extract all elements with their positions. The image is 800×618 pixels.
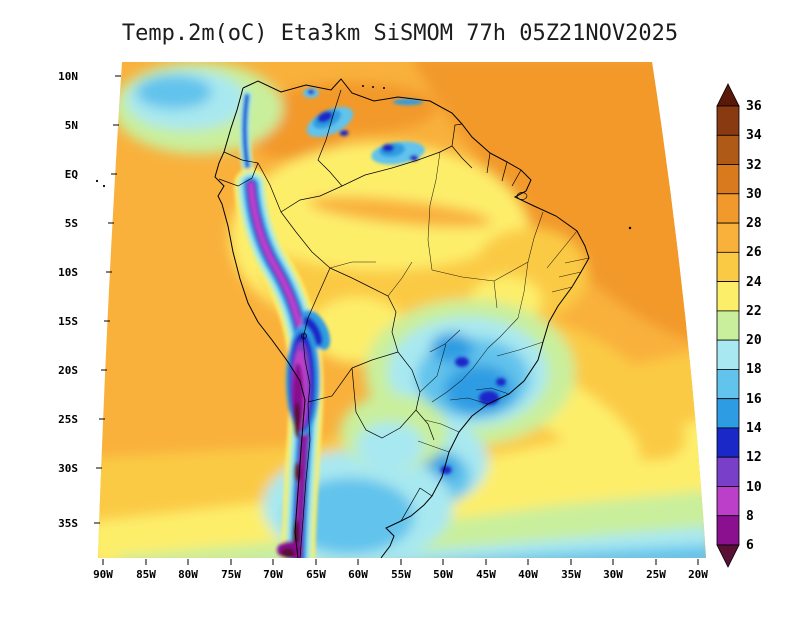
island-dot xyxy=(372,86,374,88)
temp-blob xyxy=(286,478,414,554)
colorbar-tick-label: 10 xyxy=(746,480,762,495)
colorbar-tick-label: 20 xyxy=(746,333,762,348)
lat-label: 5S xyxy=(65,217,78,230)
south-blue-band xyxy=(360,545,706,558)
lon-label: 70W xyxy=(263,568,283,581)
colorbar-tick-label: 30 xyxy=(746,187,762,202)
temp-blob xyxy=(496,378,506,386)
state-borders xyxy=(329,151,590,453)
lon-label: 90W xyxy=(93,568,113,581)
temp-blob xyxy=(250,174,514,270)
colorbar-cell xyxy=(716,398,740,429)
lat-label: 30S xyxy=(58,462,78,475)
country-borders xyxy=(218,89,522,559)
coldest-core xyxy=(294,462,300,482)
temp-blob xyxy=(431,333,473,363)
lat-label: 15S xyxy=(58,315,78,328)
colorbar-cell xyxy=(716,515,740,546)
island-dot xyxy=(362,85,364,87)
colorbar-arrow-top xyxy=(716,83,740,107)
lon-label: 25W xyxy=(646,568,666,581)
colorbar-cell xyxy=(716,251,740,283)
colorbar-tick-label: 8 xyxy=(746,509,754,524)
temp-blob xyxy=(444,365,514,415)
colorbar-cell xyxy=(716,486,740,517)
colorbar-tick-label: 12 xyxy=(746,450,762,465)
colorbar-cell xyxy=(716,105,740,136)
warm-atlantic-blob xyxy=(410,62,706,345)
temp-blob xyxy=(307,89,315,95)
temp-blob xyxy=(382,144,394,152)
coastal-range xyxy=(393,99,423,105)
colorbar-tick-label: 24 xyxy=(746,275,762,290)
lat-label: 10S xyxy=(58,266,78,279)
lat-label: 5N xyxy=(65,119,78,132)
lon-label: 75W xyxy=(221,568,241,581)
colorbar-tick-label: 28 xyxy=(746,216,762,231)
temp-blob xyxy=(409,155,419,161)
colorbar-cell xyxy=(716,368,740,400)
temperature-field xyxy=(98,62,706,558)
coldest-core xyxy=(293,402,301,438)
chart-title: Temp.2m(oC) Eta3km SiSMOM 77h 05Z21NOV20… xyxy=(122,21,678,46)
lon-label: 20W xyxy=(688,568,708,581)
colorbar-cell xyxy=(716,310,740,341)
colorbar-tick-label: 6 xyxy=(746,538,754,553)
coldest-core xyxy=(281,548,295,558)
colorbar-cell xyxy=(716,427,740,458)
colorbar-tick-label: 36 xyxy=(746,99,762,114)
lon-label: 65W xyxy=(306,568,326,581)
lat-label: EQ xyxy=(65,168,79,181)
island-dot xyxy=(628,226,632,230)
lon-label: 35W xyxy=(561,568,581,581)
temp-blob xyxy=(455,357,469,367)
colorbar-tick-label: 16 xyxy=(746,392,762,407)
lon-label: 85W xyxy=(136,568,156,581)
temp-blob xyxy=(440,466,452,474)
lon-label: 30W xyxy=(603,568,623,581)
island-dot xyxy=(95,179,99,183)
colorbar-tick-label: 34 xyxy=(746,128,762,143)
temp-blob xyxy=(339,130,349,136)
lat-label: 10N xyxy=(58,70,78,83)
colorbar-tick-label: 32 xyxy=(746,158,762,173)
river-warm-streak xyxy=(308,196,492,228)
lon-label: 40W xyxy=(518,568,538,581)
island-dot xyxy=(383,87,385,89)
lat-axis: 10N 5N EQ 5S 10S 15S 20S 25S 30S 35S xyxy=(58,70,121,530)
temp-blob xyxy=(317,111,333,123)
temp-blob xyxy=(356,422,424,470)
colorbar-cell xyxy=(716,134,740,166)
colorbar-tick-label: 18 xyxy=(746,362,762,377)
lat-label: 25S xyxy=(58,413,78,426)
lon-label: 45W xyxy=(476,568,496,581)
lat-label: 20S xyxy=(58,364,78,377)
colorbar-tick-label: 26 xyxy=(746,245,762,260)
temp-blob xyxy=(303,316,323,346)
colorbar: 36 34 32 30 28 26 24 22 20 18 16 14 12 1… xyxy=(716,83,762,568)
colorbar-cell xyxy=(716,193,740,224)
colorbar-tick-label: 22 xyxy=(746,304,762,319)
lon-label: 50W xyxy=(433,568,453,581)
colorbar-cell xyxy=(716,164,740,195)
lon-label: 80W xyxy=(178,568,198,581)
marajo-island xyxy=(516,192,528,200)
lon-label: 60W xyxy=(348,568,368,581)
island-dots xyxy=(95,85,632,339)
lat-label: 35S xyxy=(58,517,78,530)
temp-blob xyxy=(136,75,212,109)
colorbar-cell xyxy=(716,456,740,487)
lon-axis: 90W 85W 80W 75W 70W 65W 60W 55W 50W 45W … xyxy=(93,559,708,581)
lon-label: 55W xyxy=(391,568,411,581)
colorbar-cell xyxy=(716,222,740,253)
temp-blob xyxy=(479,391,499,405)
colorbar-tick-label: 14 xyxy=(746,421,762,436)
lake-titicaca xyxy=(301,333,307,339)
island-dot xyxy=(102,184,106,188)
colorbar-arrow-bottom xyxy=(716,544,740,568)
colorbar-cell xyxy=(716,339,740,370)
colorbar-cell xyxy=(716,281,740,312)
